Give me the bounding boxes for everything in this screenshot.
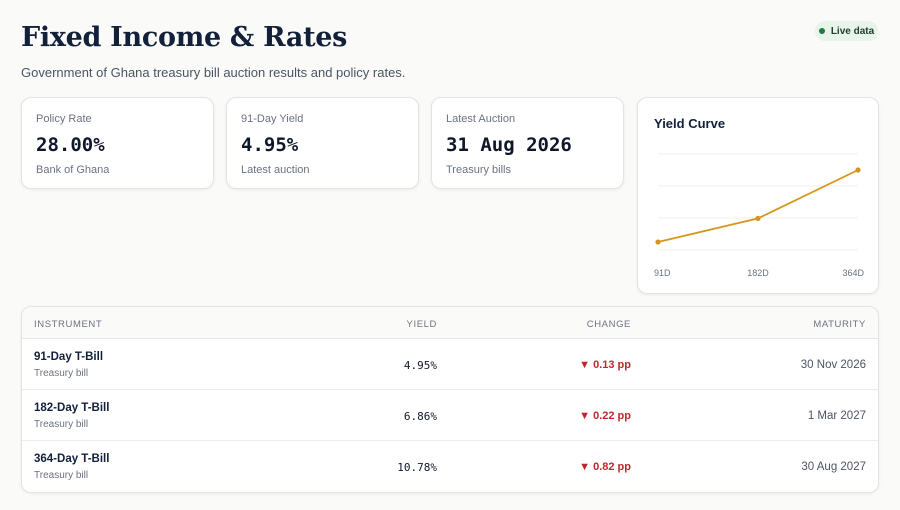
stat-value: 4.95% xyxy=(241,134,299,156)
stat-card-latest-auction: Latest Auction 31 Aug 2026 Treasury bill… xyxy=(431,97,624,189)
stat-caption: Treasury bills xyxy=(446,164,511,176)
maturity-date: 30 Nov 2026 xyxy=(800,359,866,371)
live-data-label: Live data xyxy=(830,25,875,37)
stat-caption: Bank of Ghana xyxy=(36,164,110,176)
table-row[interactable]: 364-Day T-Bill Treasury bill 10.78% ▼ 0.… xyxy=(22,441,878,492)
stat-label: Policy Rate xyxy=(36,113,92,125)
stat-label: Latest Auction xyxy=(446,113,516,125)
col-header-change: CHANGE xyxy=(586,319,631,330)
table-header: INSTRUMENT YIELD CHANGE MATURITY xyxy=(22,307,878,339)
change-value: ▼ 0.13 pp xyxy=(579,359,631,371)
stat-card-policy-rate: Policy Rate 28.00% Bank of Ghana xyxy=(21,97,214,189)
x-tick-label: 364D xyxy=(842,268,864,278)
instrument-type: Treasury bill xyxy=(34,368,89,379)
chart-title: Yield Curve xyxy=(654,116,726,131)
col-header-maturity: MATURITY xyxy=(813,319,866,330)
instrument-name: 364-Day T-Bill xyxy=(34,453,110,465)
x-tick-label: 182D xyxy=(747,268,769,278)
yield-curve-card: Yield Curve 91D 182D 364D xyxy=(637,97,879,294)
yield-value: 10.78% xyxy=(397,461,437,474)
instrument-name: 91-Day T-Bill xyxy=(34,351,104,363)
page-subtitle: Government of Ghana treasury bill auctio… xyxy=(21,65,406,80)
yield-curve-chart: 91D 182D 364D xyxy=(654,153,865,278)
yield-value: 4.95% xyxy=(403,359,437,372)
live-indicator-icon xyxy=(818,28,825,34)
yield-value: 6.86% xyxy=(403,410,437,423)
instrument-type: Treasury bill xyxy=(34,419,89,430)
col-header-instrument: INSTRUMENT xyxy=(34,319,103,330)
stat-value: 28.00% xyxy=(36,134,105,156)
stat-label: 91-Day Yield xyxy=(241,113,304,125)
x-tick-label: 91D xyxy=(654,268,671,278)
table-row[interactable]: 182-Day T-Bill Treasury bill 6.86% ▼ 0.2… xyxy=(22,390,878,441)
stat-value: 31 Aug 2026 xyxy=(446,134,572,156)
yield-curve-line xyxy=(657,169,859,243)
rates-table: INSTRUMENT YIELD CHANGE MATURITY 91-Day … xyxy=(21,306,879,493)
yield-curve-point xyxy=(855,167,861,173)
instrument-type: Treasury bill xyxy=(34,470,89,481)
stat-card-91-day-yield: 91-Day Yield 4.95% Latest auction xyxy=(226,97,419,189)
live-data-badge: Live data xyxy=(815,21,878,41)
yield-curve-point xyxy=(655,239,661,245)
instrument-name: 182-Day T-Bill xyxy=(34,402,110,414)
table-row[interactable]: 91-Day T-Bill Treasury bill 4.95% ▼ 0.13… xyxy=(22,339,878,390)
yield-curve-point xyxy=(755,215,761,222)
col-header-yield: YIELD xyxy=(406,319,437,330)
change-value: ▼ 0.82 pp xyxy=(579,461,631,473)
stat-caption: Latest auction xyxy=(241,164,310,176)
maturity-date: 1 Mar 2027 xyxy=(807,410,866,422)
maturity-date: 30 Aug 2027 xyxy=(801,461,866,473)
page-title: Fixed Income & Rates xyxy=(21,22,348,53)
change-value: ▼ 0.22 pp xyxy=(579,410,631,422)
